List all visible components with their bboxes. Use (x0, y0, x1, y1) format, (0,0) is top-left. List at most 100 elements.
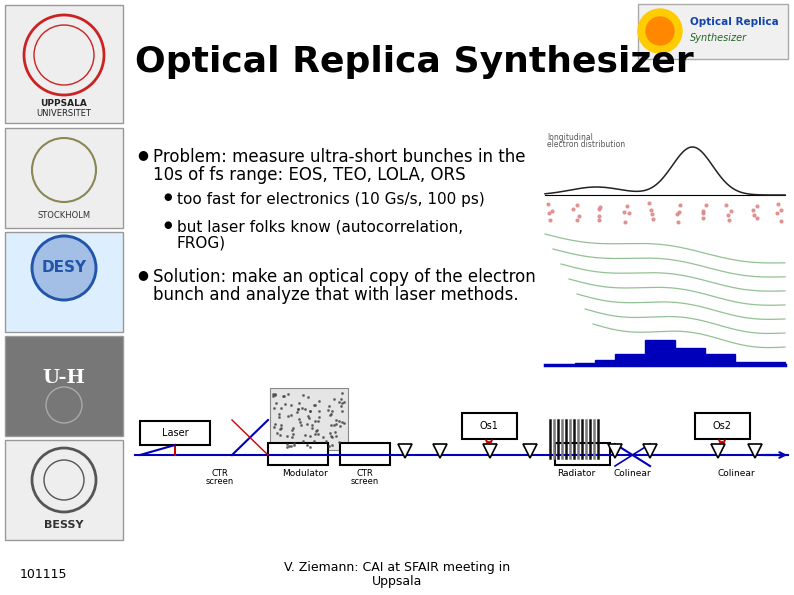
Point (330, 416, 343, 425)
Point (333, 437, 346, 447)
Text: V. Ziemann: CAI at SFAIR meeting in: V. Ziemann: CAI at SFAIR meeting in (284, 562, 510, 575)
Point (313, 407, 326, 416)
Bar (695, 413, 750, 439)
Point (296, 390, 309, 400)
Text: ●: ● (137, 148, 148, 161)
Circle shape (638, 9, 682, 53)
Point (303, 413, 315, 422)
Point (747, 205, 760, 214)
Point (324, 410, 337, 419)
Point (303, 442, 316, 452)
Bar (615, 353, 645, 365)
Point (330, 431, 342, 441)
Point (336, 388, 349, 397)
Text: screen: screen (206, 477, 234, 486)
Point (280, 431, 293, 441)
Point (774, 216, 787, 226)
Text: too fast for electronics (10 Gs/s, 100 ps): too fast for electronics (10 Gs/s, 100 p… (177, 192, 485, 207)
Point (288, 440, 301, 450)
Point (304, 406, 317, 416)
Point (307, 436, 320, 446)
Text: Solution: make an optical copy of the electron: Solution: make an optical copy of the el… (153, 268, 536, 286)
Point (771, 208, 784, 218)
Point (772, 199, 784, 208)
Bar (5, 336, 123, 436)
Point (592, 205, 605, 214)
Point (281, 411, 294, 421)
Polygon shape (398, 444, 412, 458)
Text: CTR: CTR (357, 469, 373, 478)
Point (299, 405, 311, 414)
Point (324, 420, 337, 430)
Point (283, 441, 295, 451)
Point (280, 440, 293, 449)
Point (280, 442, 293, 452)
Polygon shape (433, 444, 447, 458)
Point (330, 419, 342, 429)
Point (295, 403, 308, 413)
Text: Os2: Os2 (712, 421, 731, 431)
Point (671, 209, 684, 218)
Point (751, 201, 764, 211)
Text: CTR: CTR (212, 469, 229, 478)
Point (269, 398, 282, 408)
Bar (735, 362, 785, 365)
Text: Optical Replica Synthesizer: Optical Replica Synthesizer (135, 45, 694, 79)
Point (329, 427, 341, 437)
Point (324, 428, 337, 438)
Point (302, 412, 314, 421)
Point (700, 201, 712, 210)
Text: STOCKHOLM: STOCKHOLM (37, 211, 91, 220)
Point (673, 207, 685, 217)
Text: UNIVERSITET: UNIVERSITET (37, 108, 91, 117)
Point (304, 431, 317, 441)
Point (643, 198, 656, 208)
Text: longitudinal: longitudinal (547, 133, 593, 142)
Polygon shape (748, 444, 762, 458)
Point (285, 432, 298, 441)
Point (308, 429, 321, 439)
Bar (140, 421, 210, 445)
Point (593, 202, 606, 212)
Text: ●: ● (137, 268, 148, 281)
Bar (5, 128, 123, 228)
Text: Colinear: Colinear (613, 469, 651, 478)
Point (333, 422, 346, 431)
Text: UPPSALA: UPPSALA (40, 99, 87, 108)
Text: BESSY: BESSY (44, 520, 83, 530)
Point (748, 210, 761, 220)
Text: Laser: Laser (162, 428, 188, 438)
Text: Colinear: Colinear (717, 469, 755, 478)
Point (336, 399, 349, 408)
Bar (340, 443, 390, 465)
Point (277, 391, 290, 400)
Point (322, 405, 334, 414)
Bar (595, 361, 615, 365)
Text: DESY: DESY (41, 261, 87, 275)
Point (326, 440, 339, 450)
Text: bunch and analyze that with laser methods.: bunch and analyze that with laser method… (153, 286, 518, 304)
Text: ●: ● (163, 220, 172, 230)
Text: Modulator: Modulator (282, 469, 328, 478)
Text: Problem: measure ultra-short bunches in the: Problem: measure ultra-short bunches in … (153, 148, 526, 166)
Point (571, 215, 584, 224)
Point (320, 437, 333, 446)
Point (309, 416, 322, 426)
Point (621, 202, 634, 211)
Bar (645, 340, 675, 365)
Point (308, 400, 321, 409)
Point (327, 394, 340, 403)
Point (285, 400, 298, 409)
Point (647, 214, 660, 224)
Point (542, 199, 554, 209)
Text: 10s of fs range: EOS, TEO, LOLA, ORS: 10s of fs range: EOS, TEO, LOLA, ORS (153, 166, 465, 184)
Bar (270, 388, 348, 450)
Point (544, 215, 557, 225)
Point (697, 214, 710, 223)
Point (619, 217, 632, 226)
Text: Synthesizer: Synthesizer (690, 33, 747, 43)
Text: Os1: Os1 (480, 421, 499, 431)
Point (296, 436, 309, 446)
Point (287, 429, 300, 439)
Point (293, 399, 306, 408)
